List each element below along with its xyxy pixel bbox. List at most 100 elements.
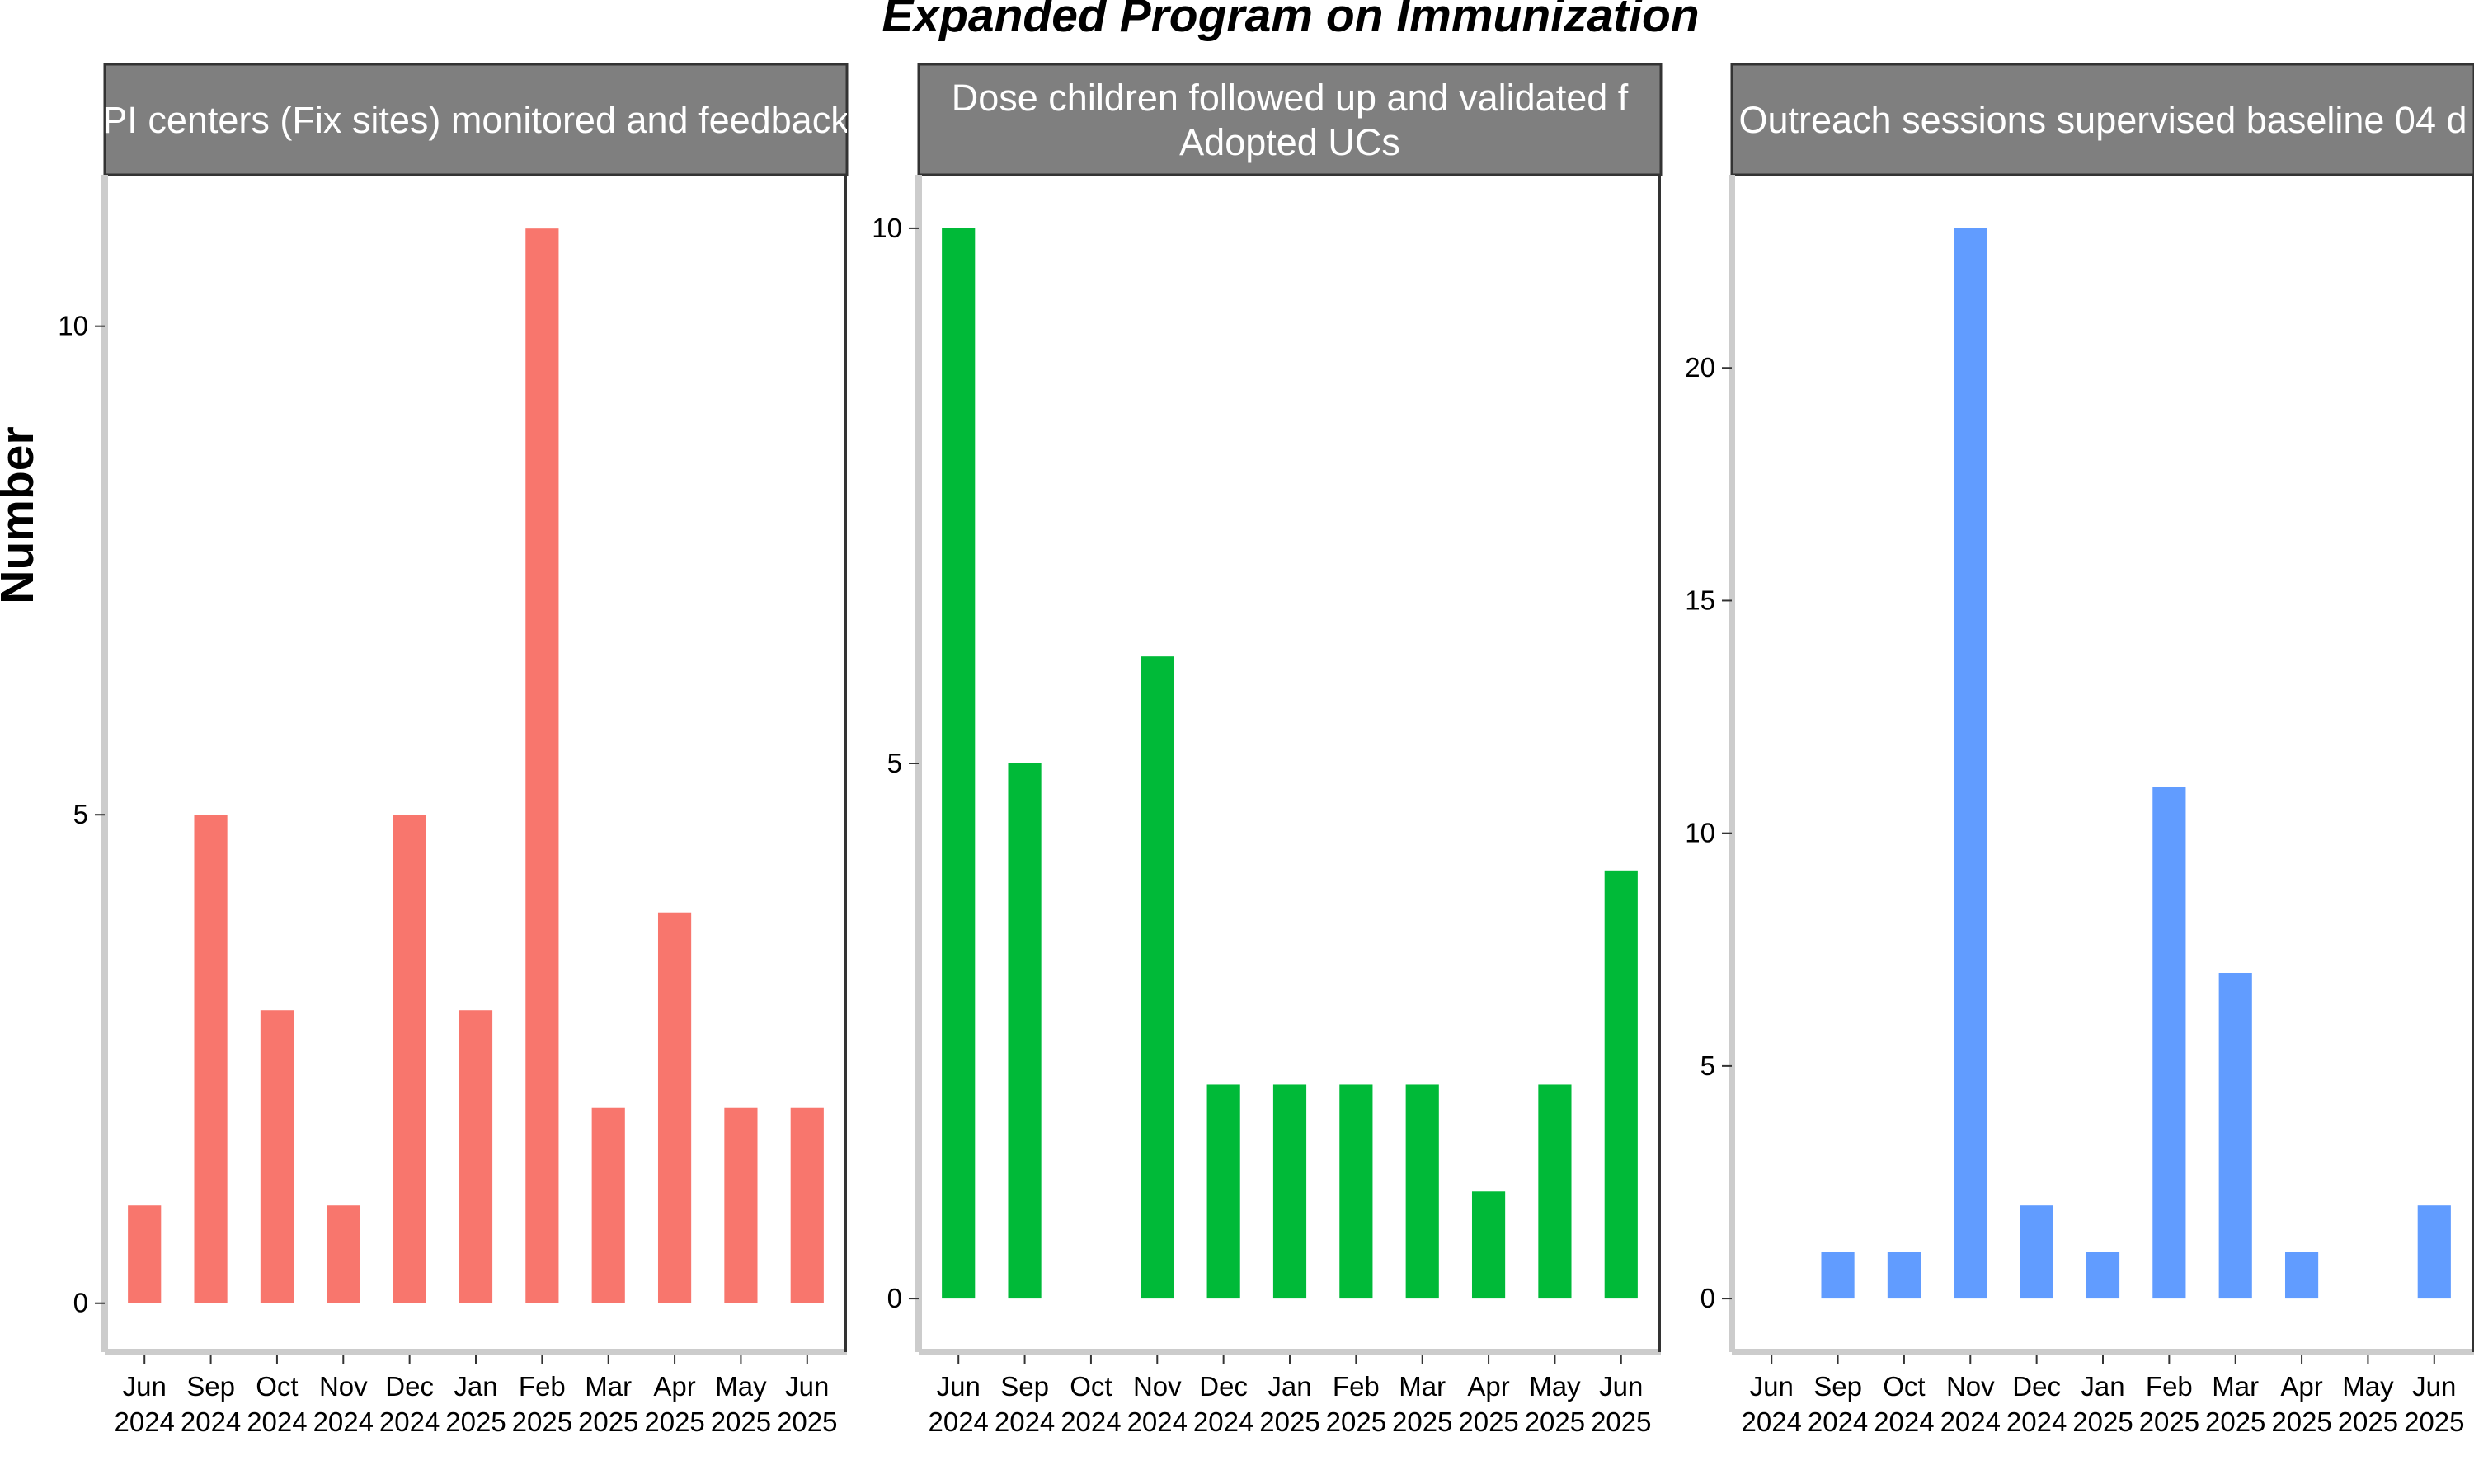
x-tick-label-year: 2024 — [1808, 1407, 1868, 1437]
x-tick-label-year: 2025 — [2139, 1407, 2199, 1437]
x-tick-label-year: 2025 — [2205, 1407, 2265, 1437]
bar — [525, 228, 559, 1303]
x-tick-label-year: 2024 — [1742, 1407, 1802, 1437]
x-tick-label-year: 2024 — [1061, 1407, 1121, 1437]
x-tick-label-year: 2024 — [115, 1407, 175, 1437]
x-tick-label-year: 2025 — [2271, 1407, 2331, 1437]
bar — [194, 815, 228, 1303]
x-tick-label-year: 2025 — [1458, 1407, 1518, 1437]
bar — [724, 1107, 758, 1303]
bar — [1604, 870, 1638, 1299]
x-tick-label-year: 2025 — [2072, 1407, 2133, 1437]
x-tick-label-month: Mar — [585, 1371, 632, 1402]
x-tick-label-month: May — [1529, 1371, 1581, 1402]
x-tick-label-year: 2024 — [1874, 1407, 1934, 1437]
bar — [2284, 1252, 2319, 1299]
x-tick-label-month: Oct — [1883, 1371, 1925, 1402]
bar — [1538, 1084, 1572, 1299]
bar — [790, 1107, 824, 1303]
bar — [1272, 1084, 1307, 1299]
y-tick-label: 0 — [1700, 1283, 1715, 1313]
x-tick-label-year: 2025 — [644, 1407, 704, 1437]
x-tick-label-year: 2025 — [2404, 1407, 2464, 1437]
bar — [657, 912, 692, 1303]
bar — [1141, 656, 1174, 1299]
bar — [327, 1205, 360, 1303]
bar — [2218, 972, 2252, 1299]
x-tick-label-year: 2025 — [1392, 1407, 1452, 1437]
x-tick-label-month: Oct — [1070, 1371, 1112, 1402]
facet-panel-2: Dose children followed up and validated … — [872, 63, 1663, 1437]
x-tick-label-month: Jun — [785, 1371, 829, 1402]
y-tick-label: 0 — [887, 1283, 902, 1313]
bar — [1821, 1252, 1855, 1299]
facet-panel-3: Outreach sessions supervised baseline 04… — [1685, 63, 2474, 1437]
x-tick-label-year: 2024 — [1193, 1407, 1253, 1437]
facet-strip-label: Dose children followed up and validated … — [952, 77, 1629, 119]
x-tick-label-month: Jun — [937, 1371, 981, 1402]
bar — [591, 1107, 625, 1303]
bar — [1008, 763, 1042, 1299]
x-tick-label-year: 2025 — [1259, 1407, 1319, 1437]
x-tick-label-month: Jan — [2081, 1371, 2124, 1402]
x-tick-label-year: 2024 — [1940, 1407, 2001, 1437]
x-tick-label-year: 2024 — [1127, 1407, 1188, 1437]
bar — [1206, 1084, 1240, 1299]
x-tick-label-year: 2025 — [512, 1407, 572, 1437]
y-tick-label: 10 — [872, 213, 902, 243]
x-tick-label-year: 2025 — [2338, 1407, 2398, 1437]
x-tick-label-month: Mar — [2212, 1371, 2259, 1402]
y-tick-label: 5 — [73, 799, 88, 829]
x-tick-label-month: Nov — [1946, 1371, 1995, 1402]
y-tick-label: 15 — [1685, 585, 1715, 615]
x-tick-label-year: 2025 — [578, 1407, 638, 1437]
x-tick-label-month: Feb — [519, 1371, 566, 1402]
x-tick-label-year: 2024 — [181, 1407, 241, 1437]
x-tick-label-year: 2024 — [995, 1407, 1055, 1437]
facet-strip-label: Outreach sessions supervised baseline 04… — [1738, 99, 2467, 141]
bar — [1887, 1252, 1921, 1299]
x-tick-label-month: Dec — [385, 1371, 434, 1402]
x-tick-label-month: Feb — [1333, 1371, 1380, 1402]
x-tick-label-month: Oct — [256, 1371, 298, 1402]
y-tick-label: 20 — [1685, 352, 1715, 383]
facet-strip — [1730, 63, 2474, 176]
x-tick-label-month: Dec — [1199, 1371, 1248, 1402]
bar — [1471, 1191, 1506, 1299]
facet-strip — [917, 63, 1663, 176]
bar — [1339, 1084, 1373, 1299]
x-tick-label-month: Sep — [1813, 1371, 1862, 1402]
x-tick-label-month: Jun — [1750, 1371, 1794, 1402]
bar — [1405, 1084, 1439, 1299]
bar — [260, 1010, 294, 1303]
x-tick-label-month: Mar — [1399, 1371, 1446, 1402]
facet-panels: PI centers (Fix sites) monitored and fee… — [58, 63, 2474, 1437]
x-tick-label-month: Nov — [1133, 1371, 1182, 1402]
x-tick-label-month: Jan — [454, 1371, 497, 1402]
facet-panel-1: PI centers (Fix sites) monitored and fee… — [58, 63, 849, 1437]
x-tick-label-month: Nov — [319, 1371, 368, 1402]
x-tick-label-month: Sep — [1000, 1371, 1049, 1402]
bar — [459, 1010, 493, 1303]
y-tick-label: 10 — [58, 311, 88, 341]
facet-strip-label: PI centers (Fix sites) monitored and fee… — [102, 99, 849, 141]
y-axis-title: Number — [0, 426, 44, 603]
x-tick-label-month: Jun — [1599, 1371, 1643, 1402]
x-tick-label-year: 2025 — [1326, 1407, 1386, 1437]
x-tick-label-month: Sep — [186, 1371, 235, 1402]
facet-strip-label: Adopted UCs — [1179, 121, 1400, 163]
bar — [128, 1205, 162, 1303]
x-tick-label-year: 2024 — [929, 1407, 989, 1437]
x-tick-label-year: 2024 — [247, 1407, 307, 1437]
x-tick-label-month: Feb — [2146, 1371, 2193, 1402]
bar — [2152, 787, 2186, 1299]
y-tick-label: 5 — [1700, 1050, 1715, 1081]
facet-strip — [103, 63, 849, 176]
x-tick-label-month: Jun — [123, 1371, 167, 1402]
x-tick-label-year: 2025 — [445, 1407, 506, 1437]
x-tick-label-month: Apr — [1467, 1371, 1509, 1402]
x-tick-label-month: Dec — [2012, 1371, 2061, 1402]
bar — [2417, 1205, 2451, 1299]
y-tick-label: 5 — [887, 748, 902, 778]
